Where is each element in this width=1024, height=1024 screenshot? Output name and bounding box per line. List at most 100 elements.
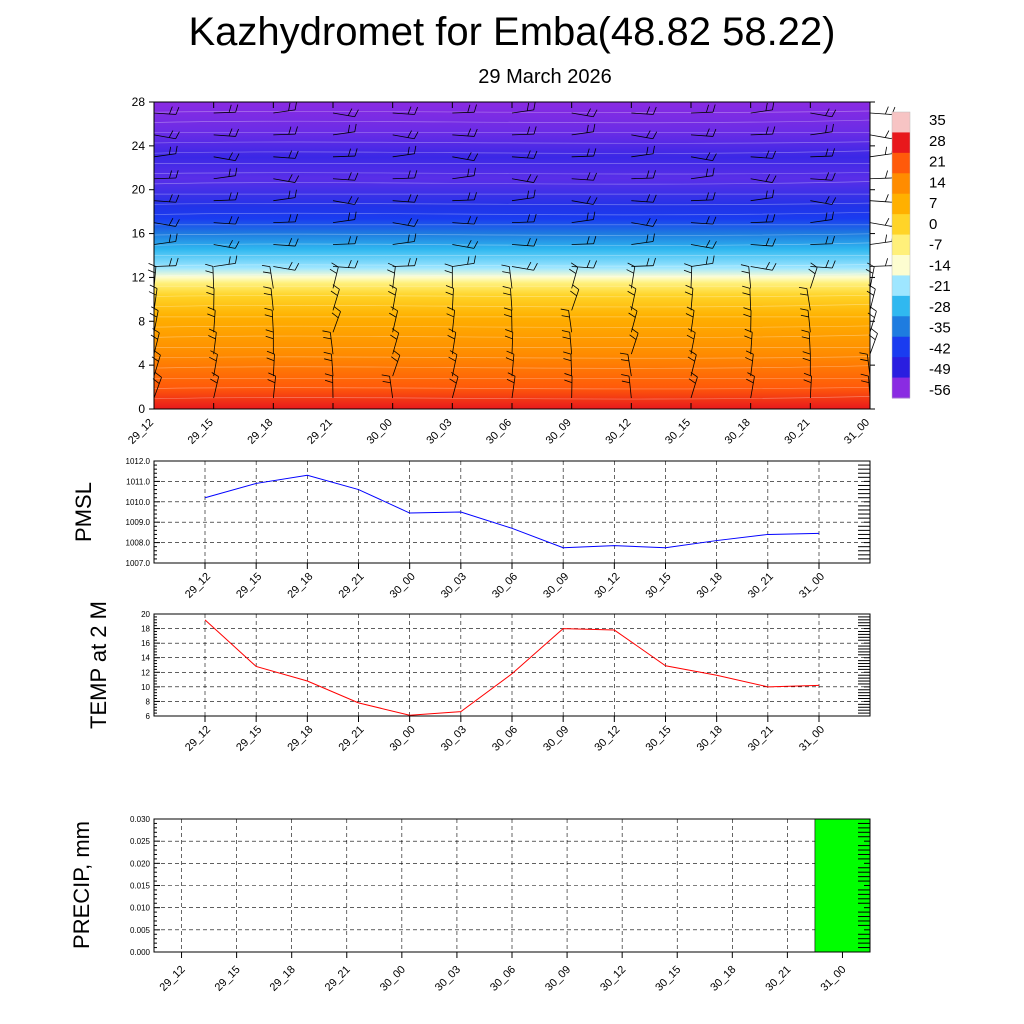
y-tick-label: 6	[146, 712, 151, 721]
section-y-axis: 0 4 8 12 16 20 24 28	[132, 95, 875, 416]
wind-barb-staff	[631, 112, 654, 115]
wind-barb-staff	[153, 310, 159, 333]
precip-bar	[814, 818, 871, 953]
section-x-tick-label: 31_00	[842, 417, 872, 447]
wind-barb-flag	[347, 259, 352, 268]
wind-barb-flag	[149, 284, 158, 289]
wind-barb-flag	[175, 257, 179, 266]
temp-y-axis: 6 8 10 12 14 16 18 20	[141, 610, 870, 721]
wind-barb-flag	[712, 216, 717, 225]
wind-barb-flag	[621, 374, 630, 377]
x-tick-label: 29_15	[234, 724, 264, 754]
wind-barb-flag	[354, 109, 359, 117]
wind-barb-flag	[629, 334, 637, 340]
colorbar-label: 28	[929, 133, 946, 150]
y-tick-label: 1011.0	[126, 477, 150, 486]
wind-barb-flag	[168, 146, 172, 155]
wind-barb-flag	[391, 356, 398, 362]
wind-barb-flag	[765, 150, 770, 159]
wind-barb-flag	[831, 235, 835, 244]
section-x-tick-label: 30_06	[484, 417, 514, 447]
wind-barb-flag	[831, 197, 837, 205]
wind-barb-flag	[264, 314, 273, 318]
wind-barb-flag	[329, 268, 337, 274]
wind-barb-flag	[264, 307, 273, 311]
wind-barb-staff	[213, 175, 236, 180]
temp-x-axis: 29_12 29_15 29_18 29_21 30_00 30_03 30_06 30_09…	[183, 716, 827, 754]
wind-barb-staff	[392, 112, 415, 115]
wind-barb-flag	[393, 350, 401, 356]
wind-barb-flag	[802, 351, 811, 355]
wind-barb-flag	[168, 130, 174, 138]
wind-barb-staff	[332, 219, 355, 224]
y-tick-label: 1012.0	[126, 457, 151, 466]
wind-barb-flag	[175, 194, 180, 203]
wind-barb-staff	[392, 222, 415, 227]
wind-barb-flag	[473, 241, 479, 249]
wind-barb-flag	[347, 172, 352, 180]
wind-barb-staff	[571, 178, 594, 181]
wind-barb-flag	[235, 192, 239, 201]
wind-barb-staff	[392, 177, 415, 180]
wind-barb-staff	[153, 354, 161, 377]
temp-panel: 6 8 10 12 14 16 18 20 29_12 29_15 29_18 29_21 30_00…	[86, 601, 871, 754]
wind-barb-flag	[593, 123, 596, 132]
wind-barb-flag	[407, 234, 410, 243]
y-tick-label: 10	[141, 683, 150, 692]
section-x-tick-label: 29_21	[305, 417, 335, 447]
y-tick-label: 12	[141, 668, 150, 677]
wind-barb-flag	[354, 211, 357, 220]
wind-barb-flag	[765, 126, 769, 135]
wind-barb-staff	[630, 333, 639, 355]
wind-barb-flag	[228, 192, 232, 201]
wind-barb-flag	[473, 104, 477, 113]
wind-barb-flag	[742, 292, 751, 296]
wind-barb-flag	[288, 174, 293, 182]
wind-barb-flag	[168, 194, 173, 202]
x-tick-label: 30_15	[653, 964, 683, 994]
colorbar-label: -21	[929, 278, 951, 295]
wind-barb-flag	[561, 315, 570, 318]
wind-barb-flag	[561, 330, 570, 333]
wind-barb-flag	[168, 234, 172, 243]
isotherm-line	[153, 264, 871, 267]
wind-barb-staff	[690, 288, 694, 311]
y-tick-label: 0.000	[130, 948, 151, 957]
wind-barb-flag	[447, 334, 455, 340]
x-tick-label: 31_00	[818, 964, 848, 994]
wind-barb-flag	[235, 104, 239, 113]
wind-barb-staff	[628, 376, 632, 399]
wind-barb-flag	[208, 328, 217, 333]
wind-barb-flag	[765, 214, 769, 223]
wind-barb-flag	[646, 194, 651, 202]
x-tick-label: 30_21	[763, 964, 793, 994]
wind-barb-flag	[208, 335, 216, 340]
wind-barb-staff	[269, 266, 274, 289]
wind-barb-flag	[449, 350, 458, 355]
wind-barb-flag	[621, 380, 630, 384]
wind-barb-flag	[473, 216, 478, 225]
colorbar-swatch	[892, 357, 910, 379]
wind-barb-staff	[392, 241, 415, 245]
wind-barb-flag	[743, 313, 752, 318]
isotherm-line	[153, 181, 871, 185]
wind-barb-flag	[228, 168, 231, 177]
wind-barb-flag	[771, 263, 777, 271]
wind-barb-flag	[294, 263, 300, 271]
wind-barb-flag	[473, 128, 478, 137]
x-tick-label: 29_18	[285, 571, 315, 601]
wind-barb-staff	[750, 376, 755, 399]
wind-barb-flag	[705, 256, 709, 265]
wind-barb-staff	[332, 112, 355, 118]
isotherm-line	[153, 150, 871, 154]
wind-barb-flag	[626, 269, 634, 274]
wind-barb-staff	[213, 244, 236, 249]
wind-barb-staff	[571, 131, 594, 136]
x-tick-label: 29_15	[234, 571, 264, 601]
precip-bars	[814, 818, 871, 953]
wind-barb-staff	[452, 134, 475, 137]
wind-barb-staff	[511, 109, 534, 114]
wind-barb-staff	[806, 288, 811, 311]
y-tick-label: 0.005	[130, 926, 151, 935]
wind-barb-flag	[168, 106, 173, 115]
